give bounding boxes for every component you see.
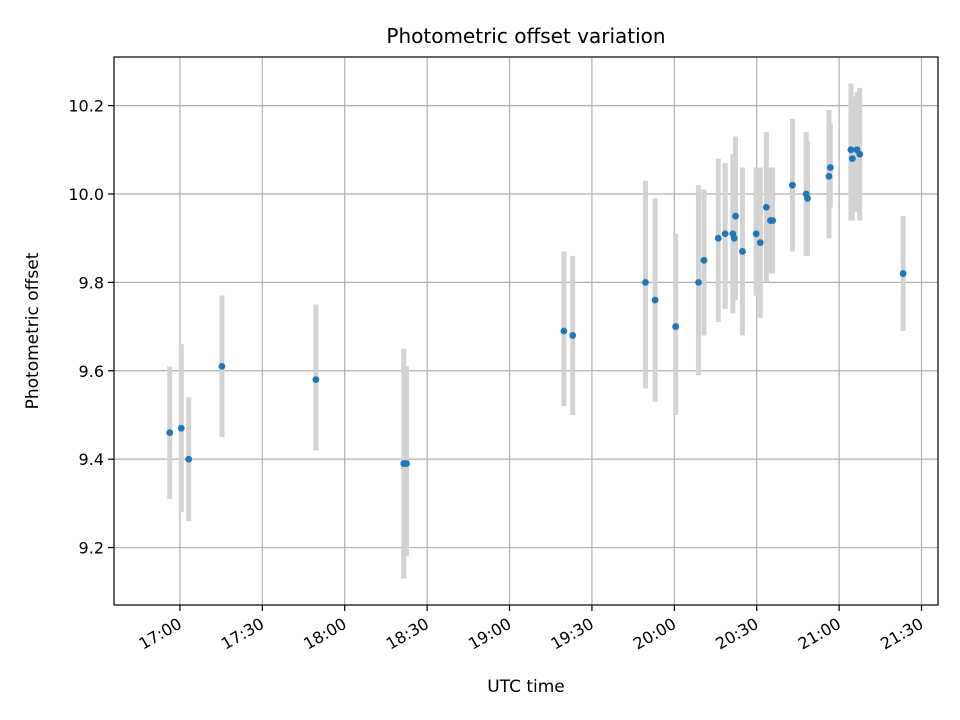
data-point <box>739 248 746 255</box>
data-point <box>714 234 722 242</box>
data-point <box>826 164 834 171</box>
data-point <box>185 455 193 463</box>
data-point <box>769 217 777 224</box>
data-point <box>730 234 738 242</box>
y-tick-label: 9.8 <box>79 273 104 292</box>
data-point <box>756 239 764 247</box>
y-axis-label: Photometric offset <box>23 252 43 409</box>
data-point <box>642 278 649 286</box>
y-tick-label: 9.6 <box>79 362 104 381</box>
data-point <box>177 424 185 432</box>
y-tick-label: 9.2 <box>79 539 104 558</box>
x-axis-label: UTC time <box>487 677 565 697</box>
plot-area-frame <box>113 56 939 606</box>
data-point <box>166 429 174 437</box>
data-point <box>651 296 659 304</box>
data-point <box>732 212 739 220</box>
data-point <box>752 230 760 238</box>
data-point <box>789 181 796 189</box>
data-point <box>825 172 833 180</box>
data-point <box>899 270 907 277</box>
data-points <box>166 146 907 467</box>
y-axis-ticks: 9.2 9.4 9.6 9.8 10.0 10.2 <box>68 97 114 558</box>
y-tick-label: 9.4 <box>79 450 104 469</box>
data-point <box>312 376 320 384</box>
data-point <box>672 323 680 330</box>
y-tick-label: 10.2 <box>68 97 104 116</box>
data-point <box>403 460 410 467</box>
chart-title: Photometric offset variation <box>386 24 665 48</box>
data-point <box>218 362 226 370</box>
data-point <box>569 332 577 339</box>
data-point <box>700 256 708 264</box>
data-point <box>721 230 729 238</box>
data-point <box>695 278 702 286</box>
data-point <box>804 195 811 202</box>
y-tick-label: 10.0 <box>68 185 104 204</box>
data-point <box>848 155 856 163</box>
grid-lines <box>114 57 938 605</box>
data-point <box>560 327 568 335</box>
data-point <box>847 146 855 154</box>
data-point <box>856 150 864 158</box>
data-point <box>762 203 770 211</box>
